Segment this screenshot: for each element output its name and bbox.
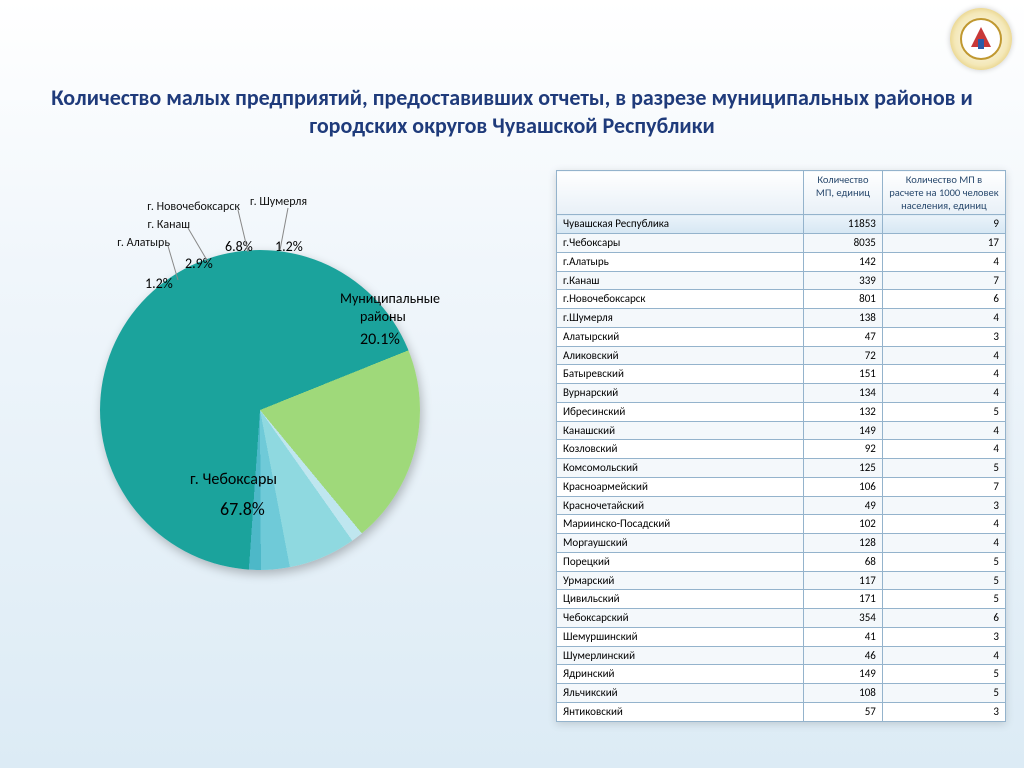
table-row: Моргаушский1284 xyxy=(557,534,1006,553)
table-row: Мариинско-Посадский1024 xyxy=(557,515,1006,534)
table-row: Янтиковский573 xyxy=(557,702,1006,721)
table-row: Аликовский724 xyxy=(557,346,1006,365)
pct-kanash: 2.9% xyxy=(185,255,213,272)
table-row: Порецкий685 xyxy=(557,552,1006,571)
pie-chart: г. Шумерля г. Новочебоксарск г. Канаш г.… xyxy=(30,180,490,640)
table-row: Шемуршинский413 xyxy=(557,627,1006,646)
table-row: г.Новочебоксарск8016 xyxy=(557,290,1006,309)
table-row: Цивильский1715 xyxy=(557,590,1006,609)
table-row: г.Канаш3397 xyxy=(557,271,1006,290)
callout-novocheb: г. Новочебоксарск xyxy=(70,200,240,214)
table-row: Чебоксарский3546 xyxy=(557,609,1006,628)
table-row: Вурнарский1344 xyxy=(557,384,1006,403)
table-row: Ядринский1495 xyxy=(557,665,1006,684)
table-row: г.Чебоксары803517 xyxy=(557,234,1006,253)
col-count: Количество МП, единиц xyxy=(803,171,882,215)
table-header-row: Количество МП, единиц Количество МП в ра… xyxy=(557,171,1006,215)
pct-alatyr: 1.2% xyxy=(145,275,173,292)
table-row: Яльчикский1085 xyxy=(557,684,1006,703)
callout-shumerlya: г. Шумерля xyxy=(250,195,307,209)
emblem-logo xyxy=(950,8,1012,70)
table-row: Комсомольский1255 xyxy=(557,459,1006,478)
table-row: Канашский1494 xyxy=(557,421,1006,440)
table-row: Красноармейский1067 xyxy=(557,477,1006,496)
data-table: Количество МП, единиц Количество МП в ра… xyxy=(556,170,1006,722)
pct-cheboksary: 67.8% xyxy=(220,498,265,520)
label-cheboksary: г. Чебоксары xyxy=(190,470,277,489)
table-row: Чувашская Республика118539 xyxy=(557,215,1006,234)
pct-novocheb: 6.8% xyxy=(225,238,253,255)
data-table-wrap: Количество МП, единиц Количество МП в ра… xyxy=(556,170,1006,722)
col-per1000: Количество МП в расчете на 1000 человек … xyxy=(882,171,1005,215)
col-blank xyxy=(557,171,804,215)
label-mun2: районы xyxy=(360,308,406,325)
table-row: Алатырский473 xyxy=(557,327,1006,346)
table-row: г.Шумерля1384 xyxy=(557,309,1006,328)
table-row: г.Алатырь1424 xyxy=(557,252,1006,271)
table-row: Козловский924 xyxy=(557,440,1006,459)
callout-alatyr: г. Алатырь xyxy=(40,236,170,250)
slide-title: Количество малых предприятий, предостави… xyxy=(50,84,974,139)
label-mun1: Муниципальные xyxy=(340,290,440,307)
table-row: Красночетайский493 xyxy=(557,496,1006,515)
pct-mun: 20.1% xyxy=(360,330,400,349)
table-row: Ибресинский1325 xyxy=(557,402,1006,421)
table-row: Урмарский1175 xyxy=(557,571,1006,590)
callout-kanash: г. Канаш xyxy=(70,218,190,232)
table-row: Батыревский1514 xyxy=(557,365,1006,384)
table-row: Шумерлинский464 xyxy=(557,646,1006,665)
pct-shumerlya: 1.2% xyxy=(275,238,303,255)
